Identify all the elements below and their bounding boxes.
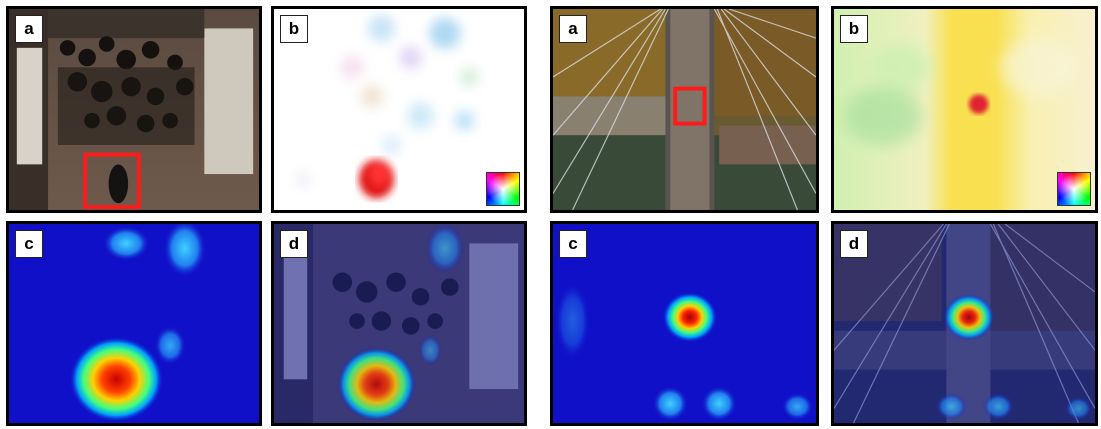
panel-label: b — [280, 15, 308, 43]
crowd-frame-image — [9, 9, 259, 210]
heatmap-image — [553, 224, 816, 423]
panel-label: a — [559, 15, 587, 43]
highlight-box — [83, 152, 141, 210]
highlight-box — [673, 86, 707, 126]
panel-label: a — [15, 15, 43, 43]
color-wheel-icon — [486, 172, 520, 206]
panel-label: d — [280, 230, 308, 258]
right-panel-a: a — [550, 6, 819, 213]
left-panel-d: d — [271, 221, 527, 426]
panel-label: d — [840, 230, 868, 258]
right-panel-c: c — [550, 221, 819, 426]
optical-flow-image — [834, 9, 1095, 210]
right-panel-d: d — [831, 221, 1098, 426]
panel-label: c — [15, 230, 43, 258]
panel-label: c — [559, 230, 587, 258]
heatmap-overlay-image — [274, 224, 524, 423]
heatmap-image — [9, 224, 259, 423]
right-panel-b: b — [831, 6, 1098, 213]
left-panel-a: a — [6, 6, 262, 213]
left-panel-c: c — [6, 221, 262, 426]
panel-label: b — [840, 15, 868, 43]
color-wheel-icon — [1057, 172, 1091, 206]
optical-flow-image — [274, 9, 524, 210]
left-panel-b: b — [271, 6, 527, 213]
heatmap-overlay-image — [834, 224, 1095, 423]
bridge-frame-image — [553, 9, 816, 210]
